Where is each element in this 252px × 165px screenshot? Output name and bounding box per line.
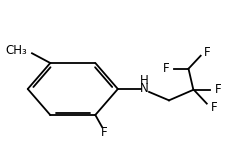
Text: N: N bbox=[140, 82, 149, 95]
Text: CH₃: CH₃ bbox=[5, 44, 27, 57]
Text: F: F bbox=[215, 83, 222, 96]
Text: F: F bbox=[162, 62, 169, 75]
Text: F: F bbox=[204, 46, 211, 59]
Text: H: H bbox=[140, 74, 149, 87]
Text: F: F bbox=[210, 101, 217, 114]
Text: F: F bbox=[101, 126, 107, 138]
